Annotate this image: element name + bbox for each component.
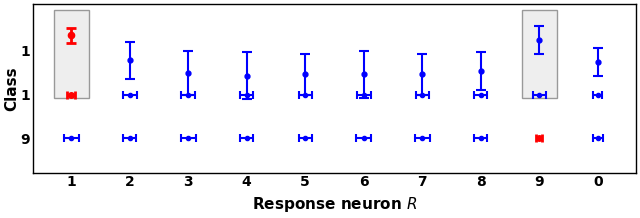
FancyBboxPatch shape (522, 10, 557, 98)
X-axis label: Response neuron $R$: Response neuron $R$ (252, 195, 417, 214)
Y-axis label: Class: Class (4, 66, 19, 111)
FancyBboxPatch shape (54, 10, 89, 98)
